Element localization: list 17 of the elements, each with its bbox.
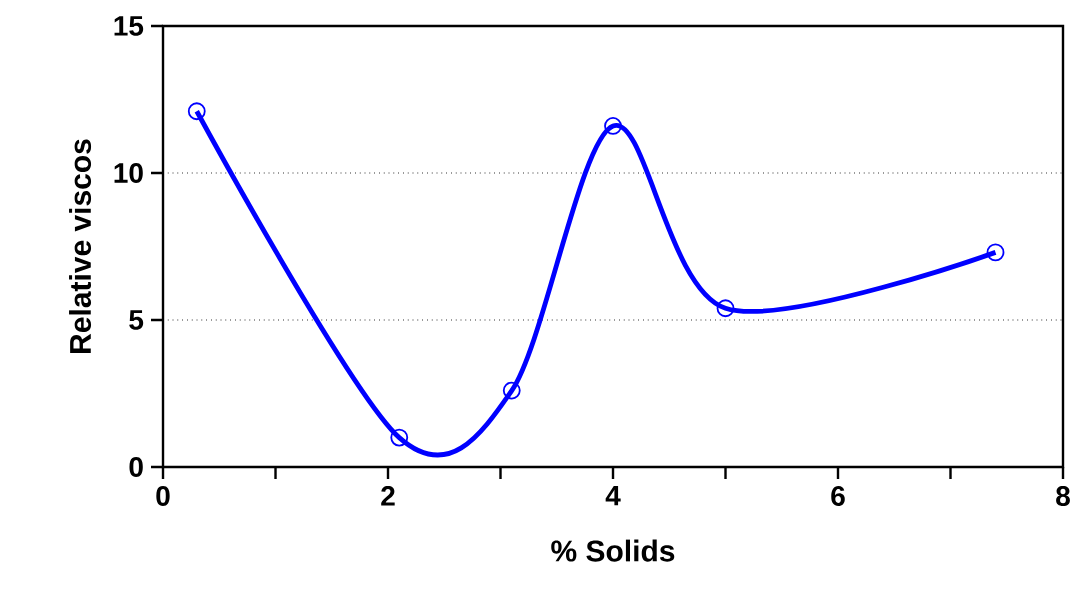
y-tick-label: 5 <box>129 310 144 330</box>
y-tick-label: 10 <box>114 163 143 183</box>
point <box>604 117 622 135</box>
point <box>716 299 735 318</box>
y-tick-label: 15 <box>114 16 144 36</box>
point <box>502 381 521 400</box>
x-tick-label: 2 <box>381 486 395 506</box>
point <box>986 243 1005 262</box>
x-axis-title: % Solids <box>551 539 675 562</box>
x-tick-label: 0 <box>156 486 170 506</box>
point <box>187 102 206 121</box>
point <box>390 428 409 447</box>
x-tick-label: 8 <box>1056 486 1070 506</box>
y-tick-label: 0 <box>129 457 143 477</box>
x-tick-label: 4 <box>605 486 621 506</box>
y-axis-title: Relative viscos <box>69 139 92 353</box>
x-tick-label: 6 <box>831 486 845 506</box>
